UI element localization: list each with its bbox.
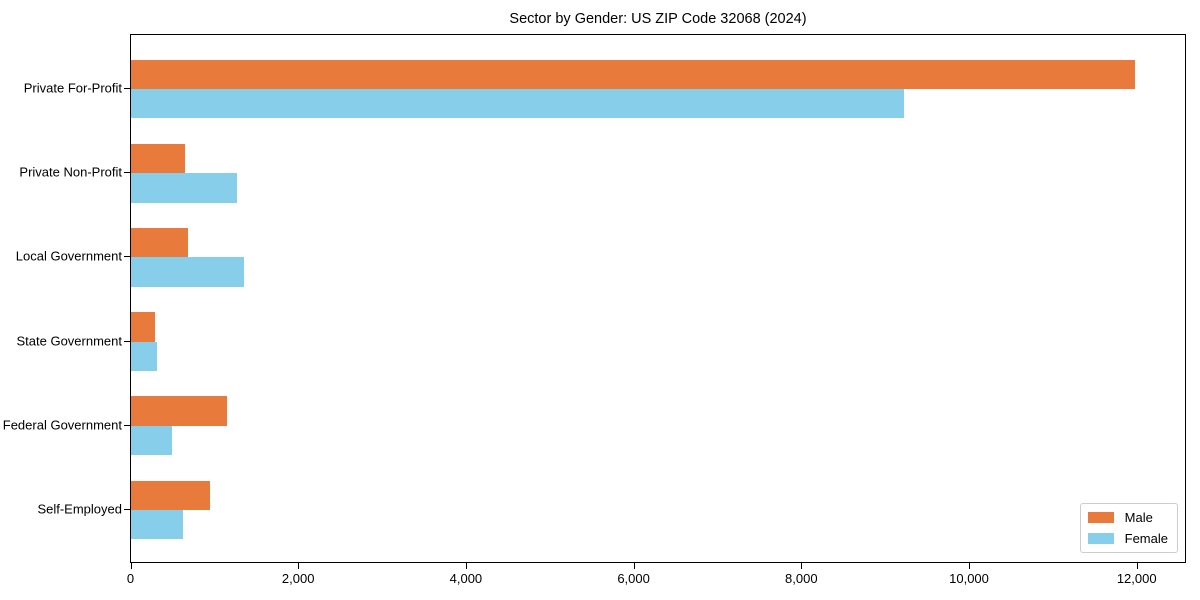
bar-male-4 bbox=[131, 396, 227, 426]
category-label-2: Local Government bbox=[15, 248, 122, 264]
female-series-swatch bbox=[1087, 533, 1114, 544]
legend-entry-male: Male bbox=[1087, 510, 1171, 525]
legend-label-male: Male bbox=[1124, 510, 1153, 525]
x-tick-label-5: 10,000 bbox=[949, 571, 989, 586]
y-tick-mark-5 bbox=[124, 509, 130, 510]
bar-male-2 bbox=[131, 228, 188, 258]
x-tick-mark-2 bbox=[465, 563, 467, 569]
legend-entry-female: Female bbox=[1087, 531, 1171, 546]
category-label-3: State Government bbox=[16, 333, 123, 349]
bar-male-0 bbox=[131, 59, 1135, 89]
x-tick-label-6: 12,000 bbox=[1116, 571, 1157, 586]
legend: Male Female bbox=[1079, 503, 1178, 553]
y-tick-mark-3 bbox=[124, 340, 130, 342]
bar-female-0 bbox=[131, 89, 905, 119]
bar-female-1 bbox=[131, 173, 238, 203]
x-tick-mark-5 bbox=[969, 563, 970, 569]
bar-female-4 bbox=[131, 425, 173, 456]
x-tick-label-1: 2,000 bbox=[281, 571, 315, 586]
category-label-0: Private For-Profit bbox=[23, 80, 122, 96]
bar-male-3 bbox=[131, 312, 156, 342]
y-tick-mark-2 bbox=[124, 256, 130, 258]
x-tick-mark-6 bbox=[1136, 563, 1138, 569]
x-tick-mark-0 bbox=[130, 563, 132, 569]
chart-title: Sector by Gender: US ZIP Code 32068 (202… bbox=[509, 11, 807, 27]
y-tick-mark-4 bbox=[124, 424, 130, 426]
category-label-4: Federal Government bbox=[2, 417, 122, 433]
bar-female-3 bbox=[131, 341, 157, 371]
x-tick-label-2: 4,000 bbox=[449, 571, 483, 586]
y-tick-mark-1 bbox=[124, 172, 130, 174]
bar-female-5 bbox=[131, 510, 183, 540]
bar-male-1 bbox=[131, 143, 185, 174]
category-label-1: Private Non-Profit bbox=[19, 164, 122, 180]
x-tick-mark-1 bbox=[298, 563, 300, 569]
x-tick-label-3: 6,000 bbox=[617, 571, 650, 586]
x-tick-mark-4 bbox=[801, 563, 803, 569]
male-series-swatch bbox=[1087, 512, 1114, 523]
x-tick-mark-3 bbox=[633, 563, 635, 569]
bar-male-5 bbox=[131, 480, 211, 510]
y-tick-mark-0 bbox=[124, 88, 130, 89]
category-label-5: Self-Employed bbox=[37, 501, 122, 517]
x-tick-label-4: 8,000 bbox=[785, 571, 818, 586]
bar-female-2 bbox=[131, 257, 245, 287]
legend-label-female: Female bbox=[1124, 531, 1168, 546]
x-tick-label-0: 0 bbox=[126, 571, 135, 586]
plot-area: Male Female bbox=[130, 34, 1186, 563]
